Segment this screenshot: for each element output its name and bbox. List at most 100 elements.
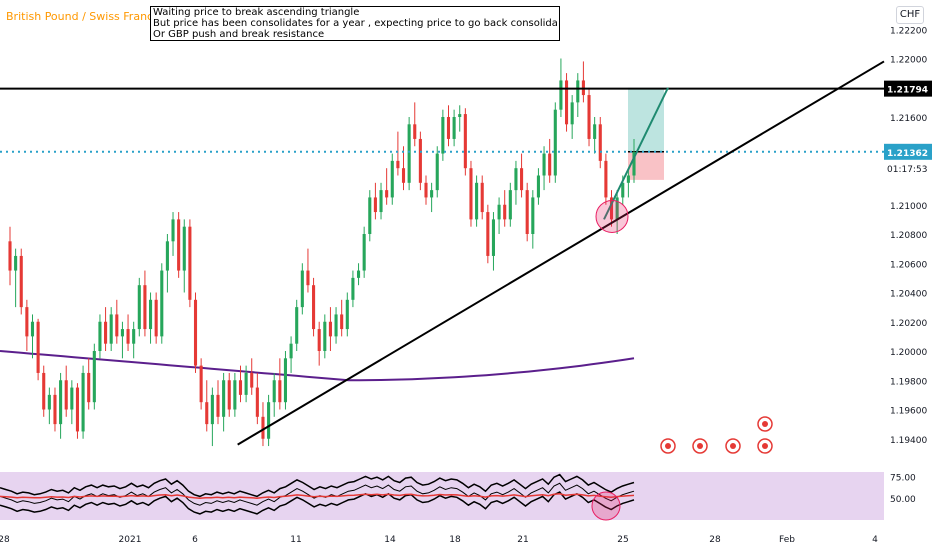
candle-body [609, 197, 614, 220]
ascending-trendline [237, 60, 885, 446]
ma-line [0, 350, 635, 382]
candle-body [536, 175, 540, 198]
candle-body [188, 226, 192, 300]
candle-body [621, 182, 625, 198]
candle-body [559, 80, 563, 110]
price-tick-label: 1.20200 [890, 319, 927, 329]
candle-body [238, 380, 243, 395]
rsi-touch-highlight [591, 491, 621, 521]
candle-body [278, 380, 282, 403]
candle-body [604, 160, 608, 198]
candle-body [368, 197, 372, 234]
candle-body [177, 219, 181, 271]
time-axis[interactable]: 28 2021 6 11 14 18 21 25 28 Feb 4 [0, 535, 878, 545]
candle-body [452, 117, 456, 139]
time-tick-label: 4 [872, 535, 878, 545]
candle-body [520, 168, 524, 191]
resistance-price-label-bg [884, 80, 932, 97]
calendar-event-dot [762, 443, 768, 449]
candle-body [120, 329, 124, 337]
price-tick-label: 1.20000 [890, 348, 927, 358]
candle-body [283, 358, 288, 403]
candle-body [255, 387, 259, 417]
candle-body [64, 380, 68, 410]
candle-body [328, 321, 332, 337]
idea-annotation[interactable]: Waiting price to break ascending triangl… [150, 6, 560, 41]
candle-body [137, 285, 141, 330]
candle-body [47, 394, 51, 410]
candle-body [587, 95, 591, 139]
candle-body [446, 117, 451, 139]
candle-body [300, 270, 304, 308]
candle-body [244, 372, 248, 395]
currency-badge[interactable]: CHF [896, 6, 924, 24]
candle-body [525, 190, 529, 234]
candle-body [469, 168, 473, 220]
time-tick-label: 28 [0, 535, 10, 545]
candle-body [193, 299, 198, 366]
time-tick-label: 6 [192, 535, 198, 545]
price-tick-label: 1.21600 [890, 114, 927, 124]
candle-body [182, 226, 186, 271]
candle-body [632, 152, 636, 176]
candle-body [143, 285, 147, 330]
candle-body [430, 190, 434, 198]
candle-body [508, 190, 512, 220]
candle-body [306, 270, 310, 286]
candle-body [126, 329, 130, 344]
time-tick-label: 2021 [119, 535, 142, 545]
target-zone [628, 87, 664, 152]
candle-body [104, 321, 108, 344]
candle-body [53, 394, 57, 425]
candle-body [626, 175, 630, 183]
calendar-event-dot [665, 443, 671, 449]
price-tick-label: 1.22200 [890, 26, 927, 36]
candle-body [396, 160, 400, 169]
candle-body [70, 387, 74, 410]
candle-body [210, 394, 214, 425]
price-tick-label: 1.20800 [890, 231, 927, 241]
event-icons[interactable] [660, 416, 773, 454]
candle-body [216, 394, 220, 417]
price-axis[interactable]: 1.22200 1.22000 1.21600 1.21000 1.20800 1.206… [884, 26, 932, 446]
candle-body [407, 124, 411, 183]
rsi-lower-band [0, 491, 635, 515]
candle-body [345, 299, 349, 330]
price-tick-label: 1.19600 [890, 407, 927, 417]
candle-body [385, 190, 389, 198]
candle-body [289, 343, 293, 359]
candle-body [25, 307, 29, 337]
candle-body [340, 314, 344, 330]
price-tick-label: 1.21000 [890, 202, 927, 212]
candle-body [250, 372, 254, 388]
candle-body [267, 402, 271, 439]
candle-body [87, 372, 91, 403]
candle-body [486, 212, 490, 256]
candle-body [317, 329, 321, 351]
annotation-line-2: But price has been consolidates for a ye… [153, 18, 557, 29]
rsi-tick-label: 50.00 [890, 495, 916, 505]
time-tick-label: 18 [449, 535, 461, 545]
price-tick-label: 1.19400 [890, 436, 927, 446]
candle-body [424, 182, 428, 198]
current-price-label: 1.21362 [887, 149, 928, 159]
calendar-event-dot [697, 443, 703, 449]
price-tick-label: 1.20600 [890, 260, 927, 270]
candle-body [475, 182, 479, 220]
candle-body [109, 314, 113, 344]
candles [8, 58, 636, 447]
candle-body [615, 197, 619, 220]
rsi-upper-band [0, 473, 635, 498]
candle-body [148, 299, 153, 330]
candle-body [132, 329, 136, 344]
candle-body [401, 168, 406, 183]
candle-body [227, 380, 231, 410]
resistance-price-label: 1.21794 [887, 86, 928, 96]
candle-body [14, 255, 18, 271]
candle-body [441, 117, 445, 154]
candle-body [222, 380, 226, 417]
candle-body [570, 102, 574, 125]
candle-body [160, 270, 164, 337]
